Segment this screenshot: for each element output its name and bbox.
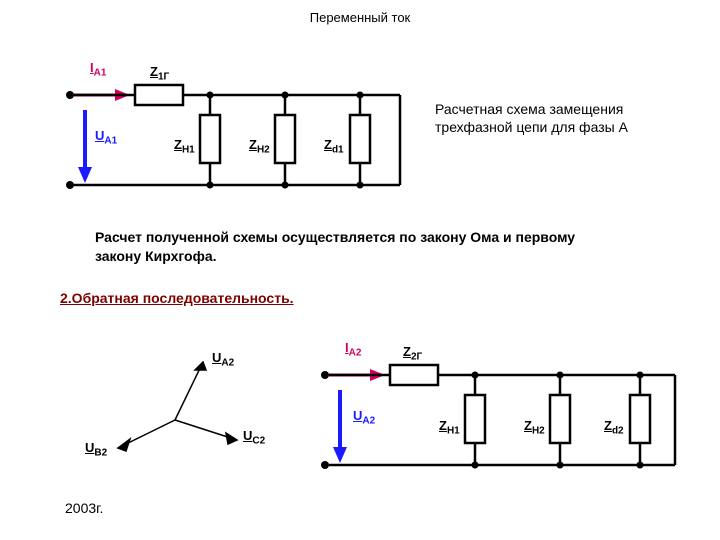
page-title: Переменный ток	[310, 10, 411, 25]
phasor-UC2: UC2	[243, 428, 265, 447]
year-label: 2003г.	[65, 500, 103, 516]
phasor-svg	[75, 335, 275, 485]
c1-ZH2-label: ZН2	[249, 137, 270, 156]
c1-U-label: UA1	[95, 128, 117, 147]
c2-I-label: IA2	[345, 340, 361, 359]
mid-text: Расчет полученной схемы осуществляется п…	[95, 228, 595, 266]
circuit1-caption: Расчетная схема замещения трехфазной цеп…	[435, 100, 695, 136]
c2-U-label: UA2	[353, 408, 375, 427]
c1-Z1-label: Z1Г	[150, 64, 169, 83]
phasor-UB2: UB2	[85, 440, 107, 459]
c2-Zd2-label: Zd2	[604, 418, 624, 437]
c1-Zd1-label: Zd1	[324, 137, 344, 156]
c2-ZH2-label: ZН2	[524, 418, 545, 437]
section-2-title: 2.Обратная последовательность.	[60, 290, 294, 306]
c2-Z2-label: Z2Г	[403, 344, 422, 363]
c1-ZH1-label: ZН1	[174, 137, 195, 156]
phasor-UA2: UA2	[212, 350, 234, 369]
c2-ZH1-label: ZН1	[439, 418, 460, 437]
c1-I-label: IA1	[90, 60, 106, 79]
